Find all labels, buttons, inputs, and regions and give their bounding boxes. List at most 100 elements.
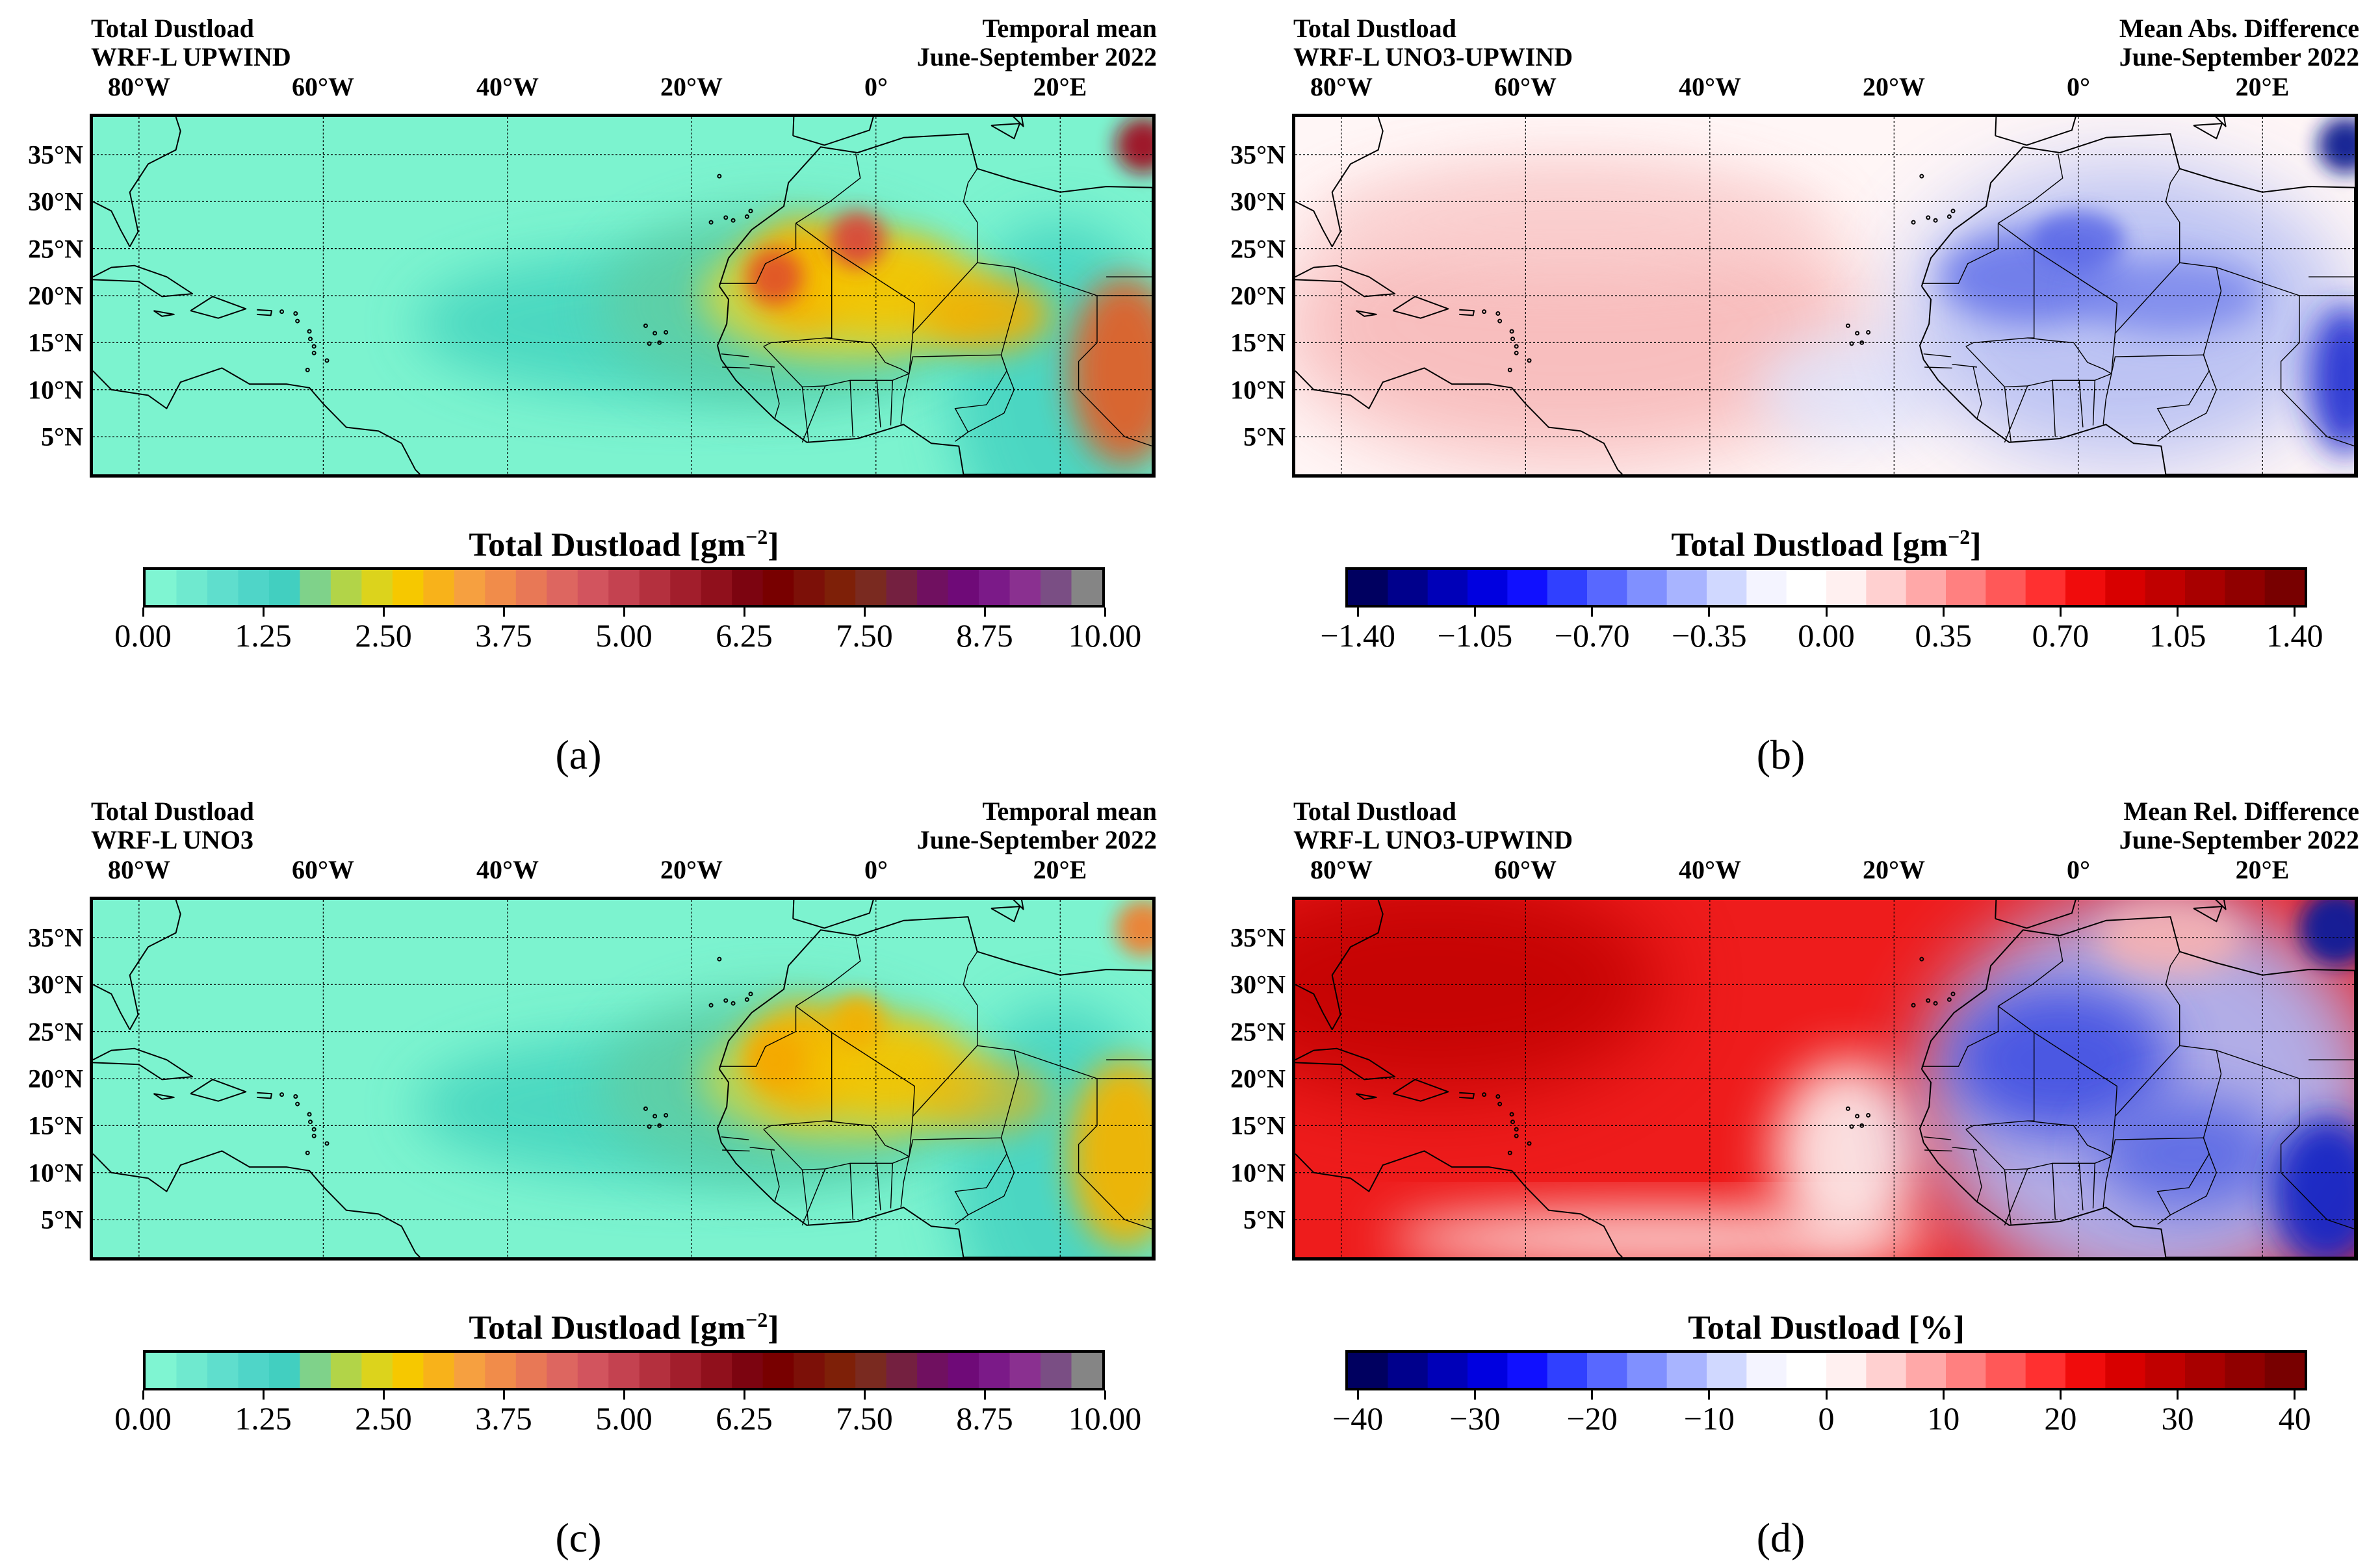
coastline-americas [190,296,247,319]
colorbar-swatch [886,570,918,605]
coastline [990,906,1020,923]
longitude-label: 20°W [1863,855,1925,884]
island [1527,358,1532,363]
latitude-label: 30°N [28,186,83,216]
coastline [1919,916,2355,1257]
latitude-label: 30°N [28,969,83,999]
coastline-americas [153,1093,175,1100]
border [1921,223,1999,284]
island [311,1127,317,1132]
island [1510,337,1516,342]
latitude-label: 10°N [28,375,83,405]
colorbar-tick-label: 10 [1927,1400,1960,1437]
colorbar-ticks: 0.00 1.25 2.50 3.75 5.00 6.25 7.50 8.75 10.00 [114,1390,1141,1437]
coastline-americas [257,1092,272,1099]
colorbar-swatch [2105,1353,2146,1388]
island [1950,992,1956,997]
colorbar-tick-mark [1473,1390,1476,1400]
colorbar-tick-mark [743,608,745,617]
coastline-americas [93,1047,194,1081]
colorbar-swatch [1946,1353,1987,1388]
longitude-label: 20°E [2235,72,2290,101]
island [1866,1112,1871,1118]
coastline-americas [1295,1150,1623,1257]
border [1952,1147,1977,1151]
gridlines [93,117,1152,474]
island [1507,367,1512,372]
island [643,323,648,328]
island [293,311,298,316]
longitude-label: 80°W [1310,855,1373,884]
colorbar-tick-mark [1708,1390,1711,1400]
longitude-label: 40°W [1679,855,1741,884]
colorbar-tick-mark [983,608,986,617]
colorbar-tick-label: 1.05 [2149,617,2206,654]
colorbar-label-text: Total Dustload [gm [469,1309,746,1347]
colorbar-swatch [1587,1353,1628,1388]
colorbar-tick-mark [262,608,265,617]
border [2092,380,2095,426]
longitude-label: 60°W [292,855,354,884]
coastline-americas [1392,1079,1449,1102]
colorbar-swatch [2185,1353,2226,1388]
colorbar-label: Total Dustload [gm−2] [1345,525,2307,564]
colorbar-label-close: ] [768,526,779,564]
title-left-line: Total Dustload [1293,14,1456,43]
title-right-line: June-September 2022 [2119,825,2359,854]
border [2157,1050,2222,1225]
colorbar-swatch [207,570,239,605]
island [647,1124,652,1129]
colorbar-tick-label: 0.70 [2032,617,2089,654]
island [1855,331,1860,336]
colorbar-swatch [824,570,857,605]
colorbar-swatch [979,1353,1011,1388]
colorbar-swatch [1071,1353,1102,1388]
colorbar-tick-mark [1104,608,1106,617]
colorbar-swatch [515,1353,548,1388]
island [1950,209,1956,214]
colorbar-tick-label: 40 [2278,1400,2311,1437]
colorbar-swatch [238,1353,270,1388]
coastline [2193,123,2223,140]
island [311,344,317,349]
border [2078,1163,2084,1210]
title-right: Mean Abs. Difference June-September 2022 [2119,14,2359,71]
island [305,367,310,372]
coastline-americas [1295,367,1623,474]
border [1924,1149,1952,1152]
colorbar-tick-label: 0.00 [114,1400,172,1437]
border [1924,366,1952,369]
island [717,956,722,962]
colorbar-swatch [454,570,486,605]
dust-coast-hotspot [747,248,803,305]
island [307,329,312,334]
latitude-label: 15°N [28,1110,83,1140]
colorbar-swatch [1627,1353,1668,1388]
border [770,366,780,419]
colorbar-label-text: Total Dustload [gm [1671,526,1948,564]
longitude-label: 80°W [108,72,170,101]
colorbar-swatch [485,570,517,605]
colorbar-swatches [146,570,1102,605]
negative-med-hotspot [2318,117,2355,173]
border [977,262,1152,447]
colorbar-swatch [1427,570,1468,605]
border [763,1129,910,1171]
border [876,380,881,428]
map-canvas [1295,900,2355,1257]
border [2052,1163,2056,1220]
coastline-americas [1392,296,1449,319]
colorbar-swatch [1041,1353,1072,1388]
colorbar-swatch [917,570,949,605]
colorbar-tick-mark [2177,608,2179,617]
island [657,1123,662,1128]
colorbar-swatch [268,570,301,605]
border [2034,168,2180,335]
colorbar-swatch [423,570,455,605]
colorbar-swatch [732,570,764,605]
colorbar-swatch [886,1353,918,1388]
border [795,936,861,1007]
island [657,340,662,345]
colorbar-tick-label: 0.00 [114,617,172,654]
island [1849,1124,1854,1129]
